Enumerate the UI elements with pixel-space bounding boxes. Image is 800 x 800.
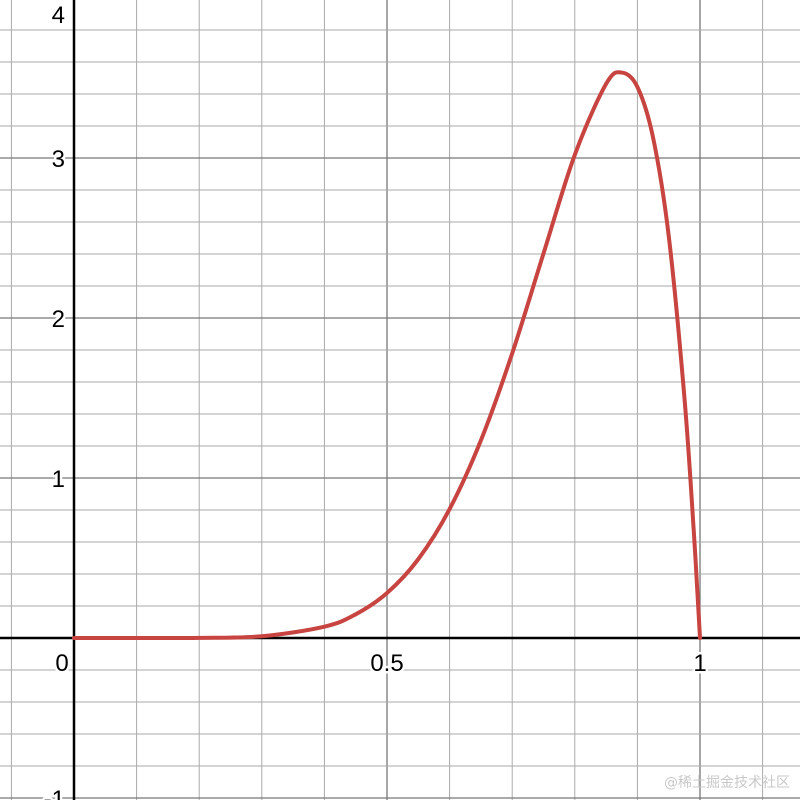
y-tick-label: 3 <box>52 146 65 173</box>
y-tick-label: 4 <box>52 2 65 29</box>
x-tick-label: 0 <box>55 650 68 677</box>
watermark: @稀土掘金技术社区 <box>664 775 790 791</box>
x-tick-label: 1 <box>693 650 706 677</box>
y-tick-label: -1 <box>44 786 65 800</box>
series-curve <box>72 70 702 641</box>
y-tick-label: 2 <box>52 306 65 333</box>
x-tick-label: 0.5 <box>370 650 403 677</box>
y-tick-label: 1 <box>52 466 65 493</box>
tick-labels: 0 0.5 1 -1 1 2 3 4 <box>41 0 709 800</box>
